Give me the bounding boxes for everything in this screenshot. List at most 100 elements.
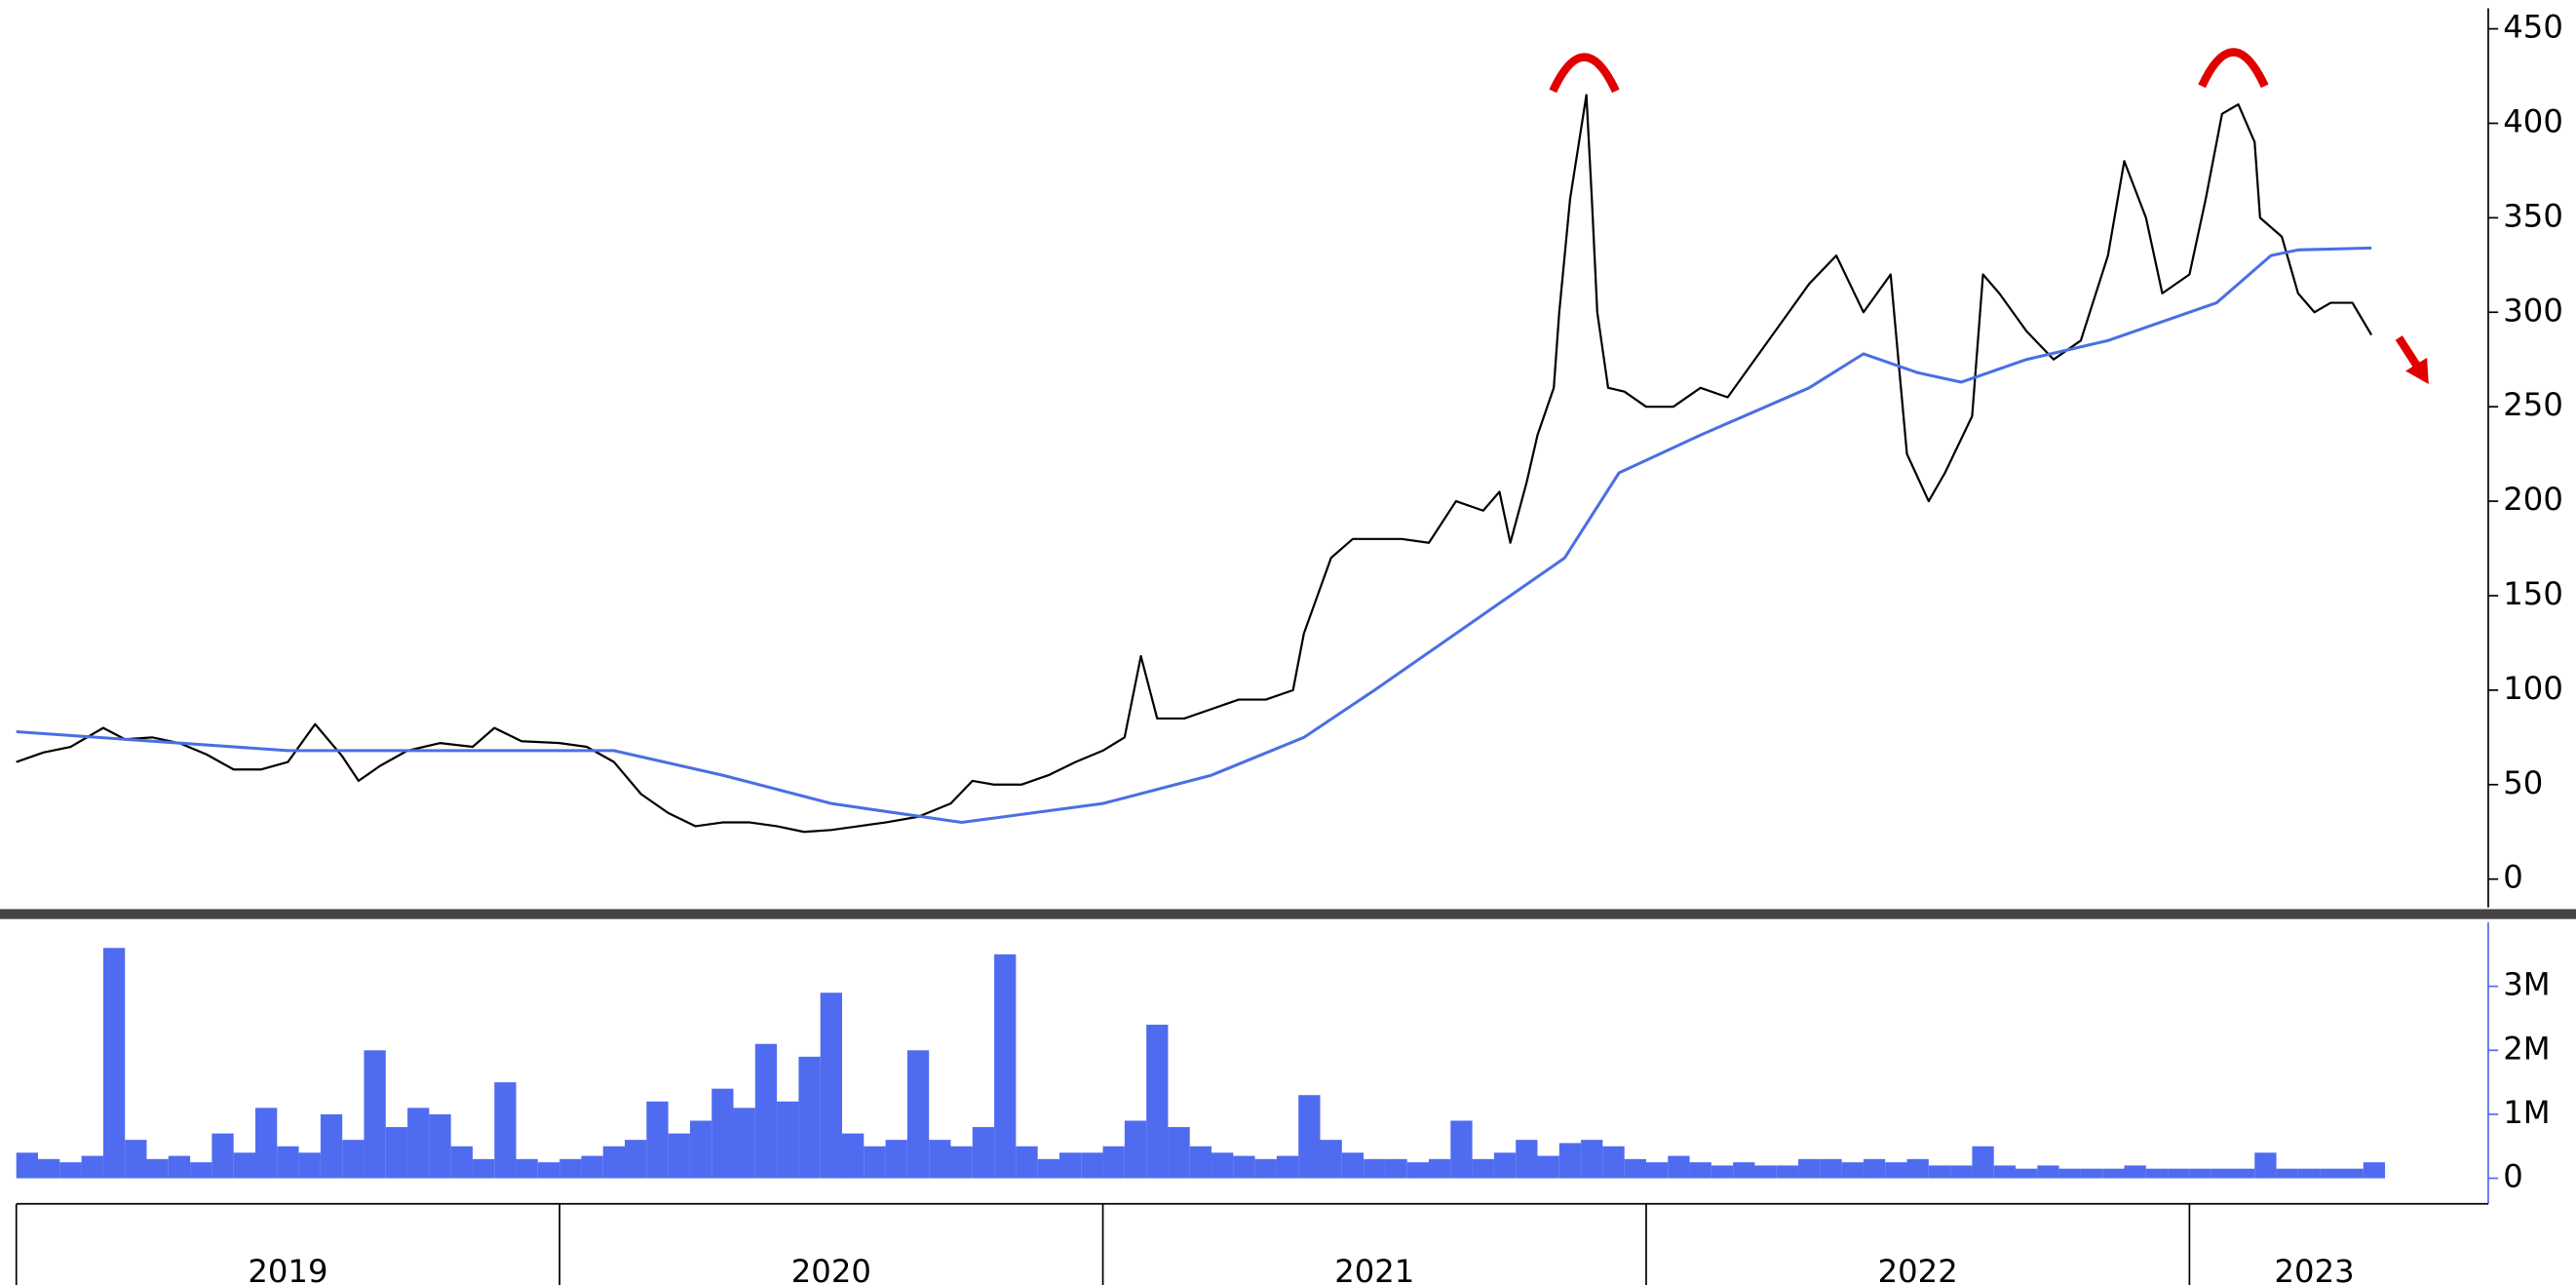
volume-bar (2037, 1165, 2059, 1179)
y-tick-label: 1M (2503, 1094, 2550, 1131)
volume-bar (994, 954, 1017, 1179)
volume-bar (211, 1133, 234, 1179)
down-arrow-head (2405, 357, 2429, 385)
volume-bar (602, 1146, 626, 1179)
volume-bar (472, 1158, 495, 1179)
volume-bar (1733, 1162, 1755, 1179)
volume-bar (407, 1108, 430, 1179)
volume-bar (1341, 1152, 1365, 1179)
volume-bar (2363, 1162, 2386, 1179)
y-tick-label: 0 (2503, 859, 2523, 896)
volume-bar (820, 993, 842, 1179)
volume-bar (146, 1158, 169, 1179)
volume-bar (625, 1140, 647, 1179)
volume-bar (1624, 1158, 1646, 1179)
volume-bar (2145, 1168, 2169, 1179)
volume-bar (1689, 1162, 1711, 1179)
peak-arc (2198, 48, 2269, 89)
volume-bar (733, 1108, 755, 1179)
down-arrow (2395, 335, 2421, 369)
volume-bar (16, 1152, 39, 1179)
volume-bar (689, 1120, 712, 1179)
volume-bar (1016, 1146, 1038, 1179)
volume-bar (1364, 1158, 1386, 1179)
volume-bar (1406, 1162, 1430, 1179)
volume-bar (1276, 1155, 1299, 1179)
volume-bar (559, 1158, 582, 1179)
volume-bar (320, 1113, 343, 1179)
volume-bar (1146, 1025, 1169, 1179)
volume-bar (646, 1101, 669, 1179)
volume-bar (1320, 1140, 1342, 1179)
volume-bar (2102, 1168, 2125, 1179)
volume-bar (1581, 1140, 1603, 1179)
volume-bar (2276, 1168, 2298, 1179)
volume-bar (1972, 1146, 1994, 1179)
volume-bar (972, 1127, 995, 1179)
volume-bar (2058, 1168, 2081, 1179)
volume-bar (81, 1155, 103, 1179)
volume-bar (1645, 1162, 1669, 1179)
volume-bar (777, 1101, 799, 1179)
volume-bar (906, 1050, 930, 1179)
x-tick-label: 2022 (1878, 1253, 1958, 1285)
y-tick-label: 3M (2503, 966, 2550, 1003)
y-tick-label: 200 (2503, 481, 2563, 518)
peak-arc (1549, 53, 1620, 94)
volume-bar (885, 1140, 907, 1179)
volume-bar (1385, 1158, 1407, 1179)
volume-bar (1102, 1146, 1125, 1179)
price-line (16, 246, 2372, 825)
volume-bar (429, 1113, 451, 1179)
volume-bar (1711, 1165, 1734, 1179)
volume-bar (1472, 1158, 1494, 1179)
volume-bar (2016, 1168, 2038, 1179)
volume-bar (929, 1140, 951, 1179)
volume-bar (841, 1133, 865, 1179)
y-tick-label: 350 (2503, 197, 2563, 234)
volume-bar (1233, 1155, 1255, 1179)
volume-bar (298, 1152, 321, 1179)
volume-bar (1058, 1152, 1082, 1179)
volume-bar (2080, 1168, 2103, 1179)
volume-bar (1798, 1158, 1821, 1179)
volume-bar (1602, 1146, 1625, 1179)
volume-bar (2320, 1168, 2342, 1179)
volume-bar (1928, 1165, 1951, 1179)
y-tick-label: 300 (2503, 292, 2563, 329)
volume-bar (1493, 1152, 1517, 1179)
volume-bar (1885, 1162, 1907, 1179)
volume-bar (1516, 1140, 1538, 1179)
volume-bar (233, 1152, 255, 1179)
y-tick-label: 400 (2503, 102, 2563, 139)
volume-bar (1189, 1146, 1212, 1179)
volume-bar (1124, 1120, 1147, 1179)
volume-bar (2211, 1168, 2233, 1179)
volume-bar (864, 1146, 886, 1179)
volume-bar (1254, 1158, 1277, 1179)
volume-bar (364, 1050, 386, 1179)
volume-bar (1820, 1158, 1842, 1179)
y-tick-label: 450 (2503, 9, 2563, 46)
volume-bar (754, 1043, 778, 1179)
volume-bar (1081, 1152, 1103, 1179)
volume-bar (2189, 1168, 2211, 1179)
volume-bar (38, 1158, 60, 1179)
x-tick-label: 2023 (2275, 1253, 2355, 1285)
volume-bar (2341, 1168, 2364, 1179)
x-tick-label: 2021 (1334, 1253, 1414, 1285)
panel-separator (0, 909, 2576, 919)
volume-bar (1776, 1165, 1799, 1179)
volume-bar (1950, 1165, 1973, 1179)
volume-bar (2254, 1152, 2277, 1179)
volume-bar (1993, 1165, 2017, 1179)
volume-bar (1906, 1158, 1929, 1179)
volume-bar (1450, 1120, 1473, 1179)
y-tick-label: 50 (2503, 764, 2543, 801)
volume-bar (125, 1140, 147, 1179)
volume-bar (516, 1158, 538, 1179)
volume-bar (190, 1162, 212, 1179)
volume-bar (2124, 1165, 2146, 1179)
y-tick-label: 100 (2503, 670, 2563, 707)
volume-bar (342, 1140, 365, 1179)
